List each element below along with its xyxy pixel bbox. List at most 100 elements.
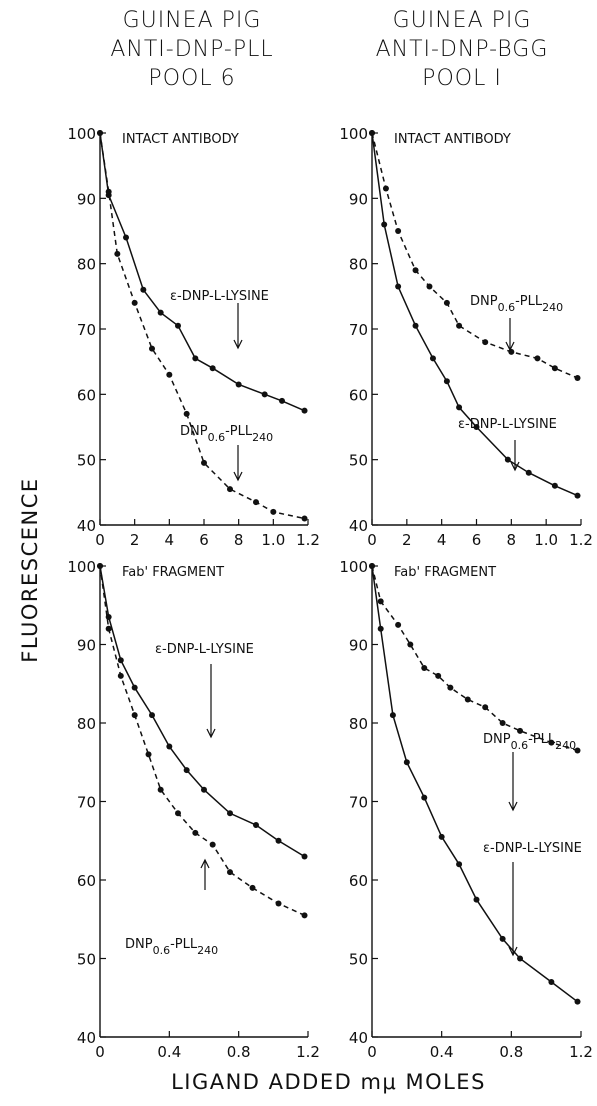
data-point bbox=[227, 486, 233, 493]
y-tick-label: 40 bbox=[349, 1029, 368, 1047]
data-point bbox=[166, 371, 173, 378]
data-point bbox=[435, 672, 442, 679]
data-point bbox=[473, 896, 480, 903]
y-tick-label: 70 bbox=[77, 321, 96, 339]
data-point bbox=[253, 822, 259, 829]
data-point bbox=[140, 286, 147, 293]
data-point bbox=[534, 355, 541, 362]
data-point bbox=[574, 747, 581, 754]
series-line bbox=[99, 132, 305, 412]
x-tick-label: 0.4 bbox=[157, 1043, 181, 1061]
data-point bbox=[499, 720, 506, 726]
data-point bbox=[443, 299, 450, 306]
x-tick-label: 8 bbox=[507, 531, 517, 549]
series-line bbox=[371, 132, 578, 497]
header-line: GUINEA PIG bbox=[392, 8, 532, 33]
data-point bbox=[551, 482, 558, 489]
data-point bbox=[157, 309, 164, 316]
data-point bbox=[301, 515, 308, 522]
series-annotation: ε-DNP-L-LYSINE bbox=[483, 841, 582, 856]
y-tick-label: 40 bbox=[77, 517, 96, 535]
y-tick-label: 60 bbox=[349, 386, 368, 404]
y-tick-label: 90 bbox=[349, 190, 368, 208]
y-tick-label: 60 bbox=[77, 386, 96, 404]
data-point bbox=[395, 621, 402, 628]
data-point bbox=[175, 810, 181, 817]
y-tick-label: 90 bbox=[77, 190, 96, 208]
series-line bbox=[371, 565, 578, 1003]
x-tick-label: 0 bbox=[367, 1043, 377, 1061]
y-tick-label: 50 bbox=[349, 951, 368, 969]
data-point bbox=[149, 345, 155, 352]
data-point bbox=[261, 391, 268, 398]
arrow-head bbox=[200, 858, 210, 869]
x-tick-label: 1.0 bbox=[261, 531, 285, 549]
series-line bbox=[371, 565, 578, 752]
data-point bbox=[548, 979, 555, 986]
data-point bbox=[426, 283, 433, 290]
column-header-right: GUINEA PIG ANTI-DNP-BGG POOL I bbox=[332, 6, 592, 93]
data-point bbox=[369, 563, 375, 569]
y-tick-label: 70 bbox=[349, 794, 368, 812]
data-point bbox=[253, 499, 259, 506]
data-point bbox=[421, 794, 428, 801]
x-tick-label: 6 bbox=[472, 531, 482, 549]
y-tick-label: 80 bbox=[77, 715, 96, 733]
series-annotation: ε-DNP-L-LYSINE bbox=[170, 289, 269, 304]
data-point bbox=[275, 837, 282, 844]
arrow-head bbox=[508, 946, 518, 957]
series-line bbox=[99, 565, 305, 916]
data-point bbox=[395, 228, 402, 234]
data-point bbox=[131, 684, 138, 691]
data-point bbox=[574, 375, 581, 381]
data-point bbox=[249, 884, 256, 891]
series-line bbox=[99, 565, 305, 858]
data-point bbox=[131, 299, 138, 306]
y-tick-label: 50 bbox=[349, 452, 368, 470]
column-header-left: GUINEA PIG ANTI-DNP-PLL POOL 6 bbox=[62, 6, 322, 93]
header-line: POOL 6 bbox=[148, 66, 236, 91]
series-line bbox=[371, 132, 578, 379]
data-point bbox=[209, 841, 216, 848]
data-point bbox=[525, 469, 532, 476]
data-point bbox=[551, 365, 558, 372]
x-tick-label: 1.2 bbox=[569, 531, 593, 549]
x-tick-label: 6 bbox=[199, 531, 209, 549]
chart-panel-2: 40 50 60 70 80 90 100 0 2 4 6 8 1.0 1.2 INTACT ANTIBOD… bbox=[339, 125, 593, 549]
x-tick-label: 0 bbox=[367, 531, 377, 549]
y-tick-label: 80 bbox=[349, 256, 368, 274]
x-tick-label: 1.2 bbox=[569, 1043, 593, 1061]
arrow-head bbox=[233, 339, 243, 350]
data-point bbox=[369, 130, 375, 136]
data-point bbox=[482, 704, 489, 711]
y-tick-label: 80 bbox=[77, 256, 96, 274]
data-point bbox=[403, 759, 410, 766]
data-point bbox=[389, 712, 396, 719]
data-point bbox=[504, 456, 511, 463]
data-point bbox=[270, 508, 277, 515]
data-point bbox=[166, 743, 173, 750]
data-point bbox=[279, 397, 285, 404]
data-point bbox=[473, 424, 480, 430]
y-tick-label: 80 bbox=[349, 715, 368, 733]
data-point bbox=[175, 322, 181, 329]
y-tick-label: 100 bbox=[67, 125, 96, 143]
data-point bbox=[301, 853, 308, 860]
data-point bbox=[123, 234, 129, 241]
data-point bbox=[275, 900, 282, 907]
y-tick-label: 70 bbox=[77, 794, 96, 812]
y-tick-label: 60 bbox=[349, 872, 368, 890]
series-annotation: ε-DNP-L-LYSINE bbox=[458, 417, 557, 432]
data-point bbox=[183, 410, 190, 417]
arrow-head bbox=[206, 728, 216, 739]
data-point bbox=[412, 322, 419, 329]
x-tick-label: 1.2 bbox=[296, 531, 320, 549]
data-point bbox=[429, 355, 436, 362]
x-tick-label: 1.2 bbox=[296, 1043, 320, 1061]
data-point bbox=[421, 665, 428, 672]
y-tick-label: 100 bbox=[339, 558, 368, 576]
data-point bbox=[235, 381, 242, 388]
data-point bbox=[377, 598, 384, 605]
data-point bbox=[377, 625, 384, 632]
